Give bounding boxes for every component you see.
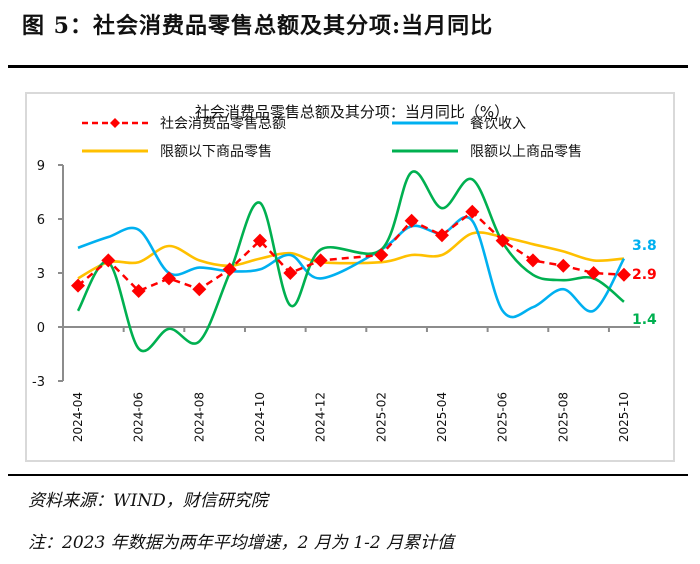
x-tick-label: 2025-02 [374, 392, 388, 442]
data-point-marker [465, 204, 480, 219]
legend-label: 餐饮收入 [470, 116, 526, 132]
series-line [76, 170, 625, 353]
footnote: 注：2023 年数据为两年平均增速，2 月为 1-2 月累计值 [28, 533, 455, 553]
data-point-marker [586, 266, 601, 280]
y-tick-label: 6 [37, 213, 45, 228]
data-point-marker [71, 278, 85, 293]
data-point-marker [434, 228, 449, 243]
x-tick-label: 2024-06 [132, 392, 146, 442]
x-tick-label: 2024-04 [71, 392, 85, 442]
chart-title: 社会消费品零售总额及其分项：当月同比（%） [195, 103, 509, 121]
data-point-marker [283, 266, 298, 280]
data-point-marker [313, 253, 328, 268]
data-point-marker [525, 253, 540, 268]
data-point-marker [131, 284, 146, 298]
legend-label: 限额以下商品零售 [160, 144, 272, 160]
x-tick-label: 2025-04 [435, 392, 449, 442]
x-tick-label: 2025-06 [496, 392, 510, 442]
end-value-label: 1.4 [632, 312, 657, 328]
data-point-marker [616, 267, 631, 282]
x-tick-label: 2024-12 [314, 392, 328, 442]
y-tick-label: 3 [37, 267, 45, 282]
y-tick-label: -3 [32, 375, 45, 390]
bottom-divider [8, 474, 688, 476]
legend-diamond-marker [110, 118, 120, 128]
legend-label: 限额以上商品零售 [470, 144, 582, 160]
data-point-marker [161, 271, 176, 286]
data-point-marker [495, 233, 510, 248]
chart-frame [25, 92, 675, 462]
x-tick-label: 2024-08 [192, 392, 206, 442]
data-point-marker [222, 262, 237, 277]
figure-title: 图 5：社会消费品零售总额及其分项:当月同比 [22, 13, 494, 39]
data-point-marker [192, 282, 207, 297]
y-tick-label: 0 [37, 321, 45, 336]
plot-area: 3.8 1.4 2.9 [71, 170, 657, 353]
data-point-marker [404, 213, 419, 228]
data-point-marker [252, 233, 267, 248]
legend-label: 社会消费品零售总额 [160, 116, 286, 132]
source-note: 资料来源：WIND，财信研究院 [28, 491, 268, 511]
end-value-label: 2.9 [632, 267, 657, 283]
series-1: 3.8 [77, 215, 657, 319]
series-0: 2.9 [71, 204, 657, 298]
top-divider [8, 65, 688, 68]
series-line [77, 215, 626, 319]
data-point-marker [556, 258, 571, 273]
series-2 [77, 231, 625, 280]
end-value-label: 3.8 [632, 238, 657, 254]
y-tick-label: 9 [37, 159, 45, 174]
data-point-marker [101, 253, 116, 268]
axes: 9 6 3 0 -3 2024-04 2024-06 2024-08 2024-10 2024-1… [32, 159, 640, 442]
x-tick-label: 2024-10 [253, 392, 267, 442]
x-tick-label: 2025-08 [556, 392, 570, 442]
x-tick-label: 2025-10 [617, 392, 631, 442]
data-point-marker [374, 248, 389, 262]
series-line [77, 231, 625, 280]
series-3: 1.4 [76, 170, 657, 353]
